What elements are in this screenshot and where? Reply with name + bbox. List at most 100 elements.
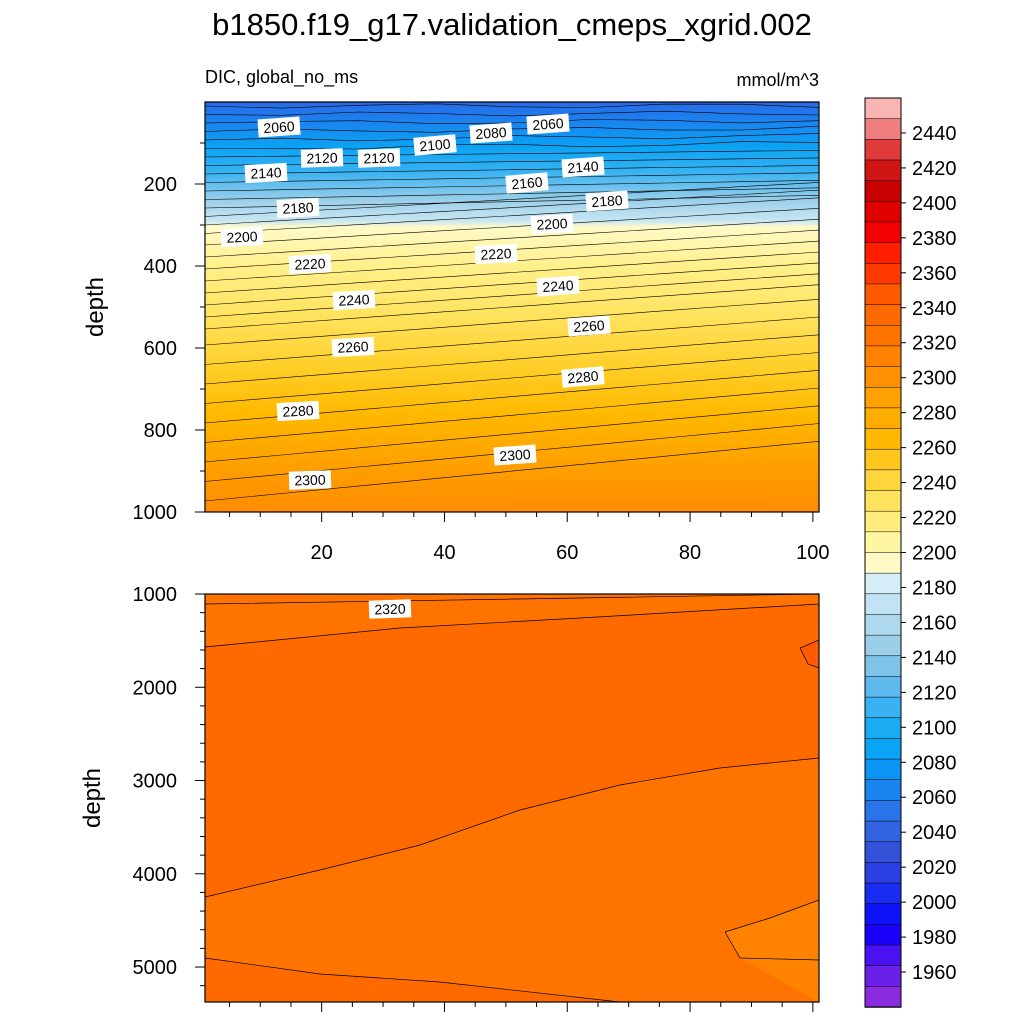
upper-contour-label-text: 2280 [567,368,600,387]
colorbar-box [864,593,902,616]
upper-contour-label: 2260 [331,336,375,358]
upper-y-tick-label: 200 [144,174,177,196]
upper-contour-label-text: 2220 [480,245,512,263]
lower-deep-region [205,758,819,1002]
colorbar-box [864,882,902,905]
lower-contour-labels: 2320 [368,599,412,619]
upper-contour-label-text: 2100 [419,136,452,155]
lower-y-tick-label: 4000 [133,864,178,886]
upper-contour-label-text: 2280 [282,402,314,420]
upper-contour-line [205,262,819,306]
upper-contour-label-text: 2140 [567,158,599,176]
colorbar-box [864,386,902,409]
upper-contour-label: 2280 [276,400,320,422]
colorbar-box [864,841,902,864]
colorbar-label: 2120 [912,682,957,704]
lower-y-tick-label: 1000 [133,584,178,606]
upper-contour-label-text: 2200 [226,228,258,246]
colorbar: 2440 2420 2400 2380 2360 2340 2320 2300 2280 2260… [864,97,957,1008]
upper-contour-line [205,110,819,117]
upper-contour-label-box [357,148,401,168]
upper-contour-label: 2140 [244,162,288,184]
upper-contour-line [205,316,819,365]
lower-y-axis: 1000 2000 3000 4000 5000 [133,584,205,987]
upper-contour-label-box [332,289,376,311]
upper-contour-label-box [220,226,264,248]
upper-contour-labels: 2060 2060 2080 2100 2120 2120 2140 2140 2160 2180… [220,113,629,490]
colorbar-box [864,221,902,244]
colorbar-box [864,820,902,843]
upper-contour-label-box [300,148,344,168]
colorbar-box [864,655,902,678]
upper-contour-label: 2300 [493,444,537,466]
colorbar-box [864,696,902,719]
colorbar-box [864,304,902,327]
colorbar-box [864,366,902,388]
colorbar-box [864,800,902,822]
upper-contour-label-box [567,315,611,337]
upper-y-tick-label: 400 [144,256,177,278]
colorbar-box [864,614,902,636]
upper-contour-label: 2180 [585,190,629,212]
upper-contour-label: 2280 [561,366,605,388]
upper-contour-label-box [561,366,605,388]
colorbar-box [864,469,902,492]
upper-contour-label: 2060 [526,113,570,135]
upper-contour-label: 2260 [567,315,611,337]
colorbar-label: 2400 [912,193,957,215]
colorbar-box [864,345,902,368]
colorbar-box [864,407,902,430]
upper-contour-line [205,352,819,404]
upper-contour-line [205,208,819,246]
upper-contour-label-box [469,122,513,144]
variable-label: DIC, global_no_ms [205,67,358,88]
colorbar-label: 2300 [912,368,957,390]
upper-contour-label-box [493,444,537,466]
upper-contour-line [205,119,819,125]
lower-y-label: depth [79,768,106,828]
upper-y-label: depth [82,277,109,337]
lower-panel: 1000 2000 3000 4000 5000 depth 2320 [79,584,820,1012]
lower-contour-label: 2320 [368,599,412,619]
colorbar-label: 2360 [912,263,957,285]
upper-contour-label-text: 2080 [475,124,507,142]
colorbar-box [864,263,902,285]
lower-frame [204,593,820,1003]
upper-contour-label-box [530,213,574,235]
upper-contour-label-box [526,113,570,135]
upper-contour-label: 2220 [288,253,332,275]
upper-contour-line [205,103,819,109]
upper-y-tick-label: 1000 [133,502,178,524]
upper-x-tick-label: 80 [679,542,701,564]
upper-contour-label-text: 2240 [338,291,370,309]
upper-contour-label: 2080 [469,122,513,144]
colorbar-box [864,965,902,988]
colorbar-label: 2280 [912,403,957,425]
chart-title: b1850.f19_g17.validation_cmeps_xgrid.002 [212,7,812,42]
upper-contour-label-box [257,116,301,138]
colorbar-box [864,428,902,450]
upper-y-tick-label: 600 [144,338,177,360]
upper-contour-line [205,165,819,175]
upper-contour-label: 2240 [332,289,376,311]
lower-y-tick-label: 5000 [133,957,178,979]
colorbar-label: 2200 [912,543,957,565]
lower-y-tick-label: 3000 [133,771,178,793]
colorbar-label: 2320 [912,333,957,355]
upper-contour-label-text: 2240 [542,277,574,295]
upper-contour-line [205,189,819,226]
colorbar-box [864,510,902,533]
upper-contour-label-box [244,162,288,184]
colorbar-box [864,139,902,161]
upper-x-tick-label: 100 [796,542,829,564]
colorbar-box [864,986,902,1008]
upper-contour-line [205,125,819,133]
upper-contour-line [205,141,819,150]
upper-contour-label-text: 2120 [363,149,395,166]
upper-contour-label: 2240 [536,275,580,297]
colorbar-labels: 2440 2420 2400 2380 2360 2340 2320 2300 2280 2260… [901,123,957,984]
units-label: mmol/m^3 [737,70,819,90]
colorbar-box [864,531,902,554]
upper-contour-line [205,299,819,346]
